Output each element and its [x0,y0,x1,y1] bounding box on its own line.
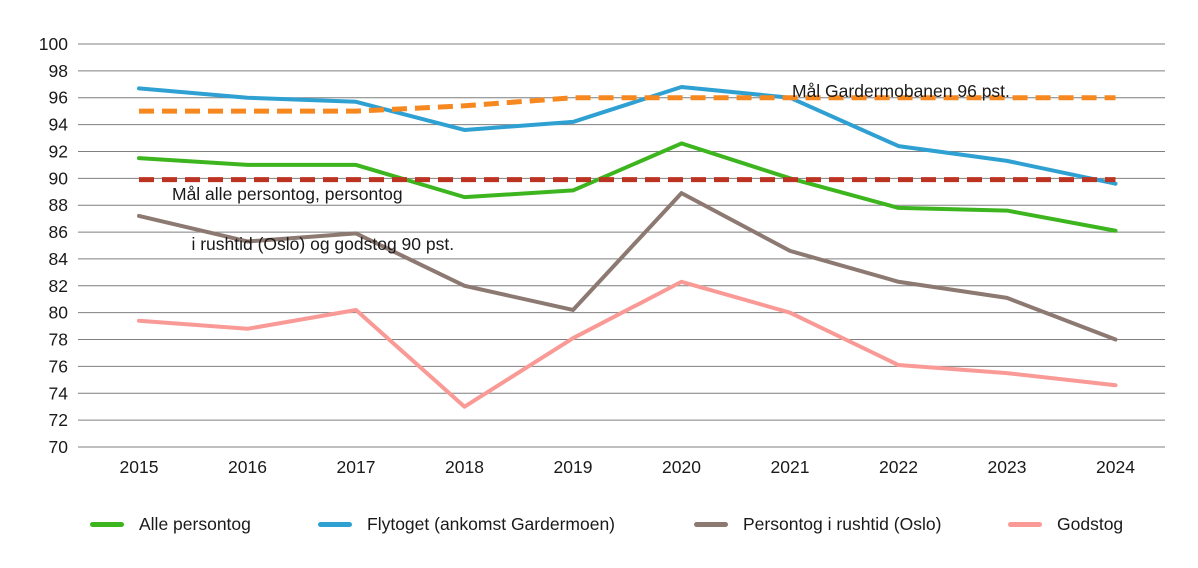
y-axis-label-76: 76 [49,356,68,376]
x-axis-label-2017: 2017 [337,457,376,477]
legend-item-godstog: Godstog [1008,511,1123,537]
y-axis-label-98: 98 [49,61,68,81]
x-axis-label-2024: 2024 [1096,457,1135,477]
y-axis-label-70: 70 [49,437,69,457]
y-axis-label-82: 82 [49,276,68,296]
legend-swatch-flytoget [318,521,352,527]
x-axis-label-2016: 2016 [228,457,267,477]
series-line-godstog [137,279,1118,409]
y-axis-label-90: 90 [49,168,69,188]
series-line-alle-persontog [137,141,1118,233]
x-axis-label-2020: 2020 [662,457,701,477]
y-axis-label-74: 74 [49,383,69,403]
legend-label-alle-persontog: Alle persontog [139,513,251,534]
legend-item-alle-persontog: Alle persontog [90,511,251,537]
x-axis-label-2019: 2019 [554,457,593,477]
legend-swatch-persontog-rushtid [694,521,728,527]
legend-item-flytoget: Flytoget (ankomst Gardermoen) [318,511,615,537]
x-axis-label-2021: 2021 [771,457,810,477]
y-axis-label-92: 92 [49,141,68,161]
x-axis-label-2018: 2018 [445,457,484,477]
legend-swatch-godstog [1008,521,1042,527]
y-axis-label-96: 96 [49,88,68,108]
target-line-m-l-gardermobanen [139,95,1116,114]
chart-legend: Alle persontog Flytoget (ankomst Garderm… [0,511,1198,539]
series-line-flytoget-ankomst-gardermoen [137,84,1118,186]
legend-label-godstog: Godstog [1057,513,1124,534]
series-line-persontog-i-rushtid-oslo [137,191,1118,342]
y-axis-label-94: 94 [49,115,69,135]
y-axis-label-100: 100 [39,34,68,54]
y-axis-label-84: 84 [49,249,69,269]
x-axis-label-2015: 2015 [120,457,159,477]
legend-item-persontog-rushtid: Persontog i rushtid (Oslo) [694,511,941,537]
y-axis-label-72: 72 [49,410,68,430]
legend-label-persontog-rushtid: Persontog i rushtid (Oslo) [743,513,942,534]
y-axis-label-86: 86 [49,222,68,242]
legend-swatch-alle-persontog [90,521,124,527]
legend-label-flytoget: Flytoget (ankomst Gardermoen) [367,513,616,534]
y-axis-label-78: 78 [49,330,68,350]
x-axis-label-2023: 2023 [988,457,1027,477]
y-axis-label-80: 80 [49,303,69,323]
x-axis-label-2022: 2022 [879,457,918,477]
y-axis-label-88: 88 [49,195,68,215]
